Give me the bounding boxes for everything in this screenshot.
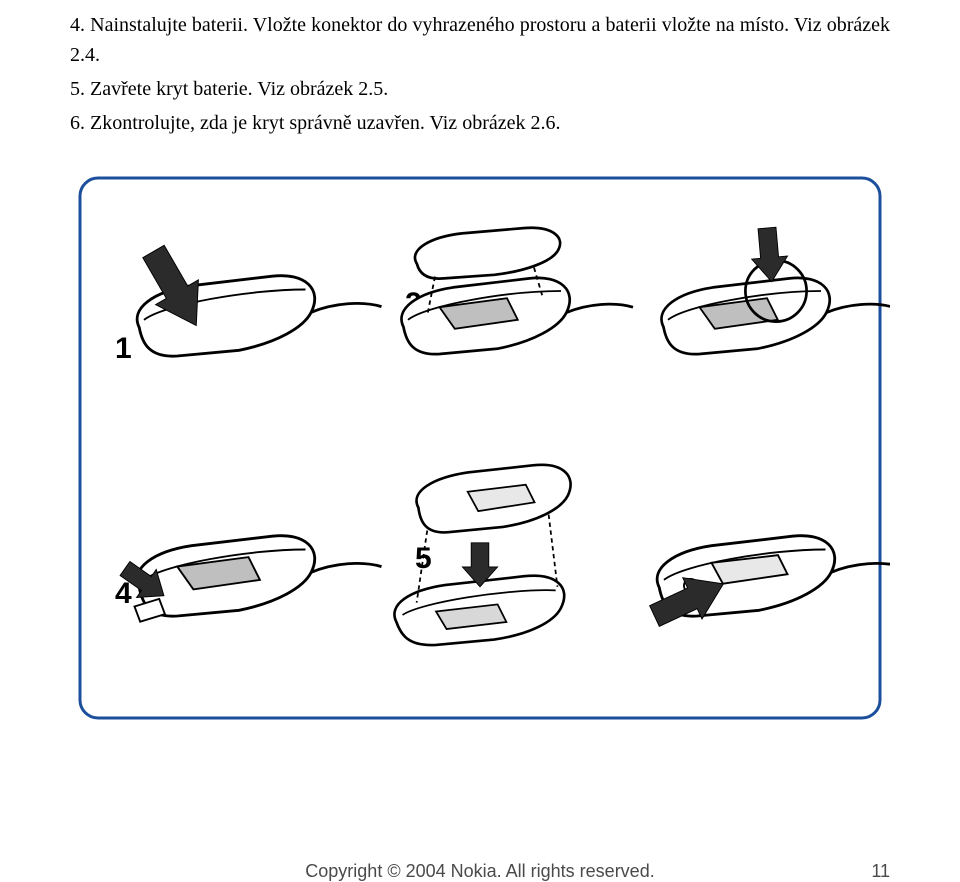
instruction-item: 6. Zkontrolujte, zda je kryt správně uza… xyxy=(70,108,890,138)
item-number: 5. xyxy=(70,78,85,100)
svg-text:1: 1 xyxy=(115,332,132,365)
instruction-item: 5. Zavřete kryt baterie. Viz obrázek 2.5… xyxy=(70,74,890,104)
svg-text:5: 5 xyxy=(415,542,432,575)
battery-install-figure: 123456 xyxy=(70,168,890,728)
item-text: Zkontrolujte, zda je kryt správně uzavře… xyxy=(90,112,560,134)
item-text: Zavřete kryt baterie. Viz obrázek 2.5. xyxy=(90,78,388,100)
item-number: 6. xyxy=(70,112,85,134)
instruction-item: 4. Nainstalujte baterii. Vložte konektor… xyxy=(70,10,890,70)
instruction-list: 4. Nainstalujte baterii. Vložte konektor… xyxy=(70,10,890,138)
item-text: Nainstalujte baterii. Vložte konektor do… xyxy=(70,14,890,66)
figure-container: 123456 xyxy=(70,168,890,733)
item-number: 4. xyxy=(70,14,85,36)
